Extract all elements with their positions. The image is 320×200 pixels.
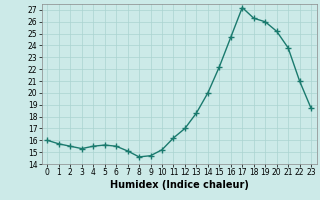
X-axis label: Humidex (Indice chaleur): Humidex (Indice chaleur)	[110, 180, 249, 190]
